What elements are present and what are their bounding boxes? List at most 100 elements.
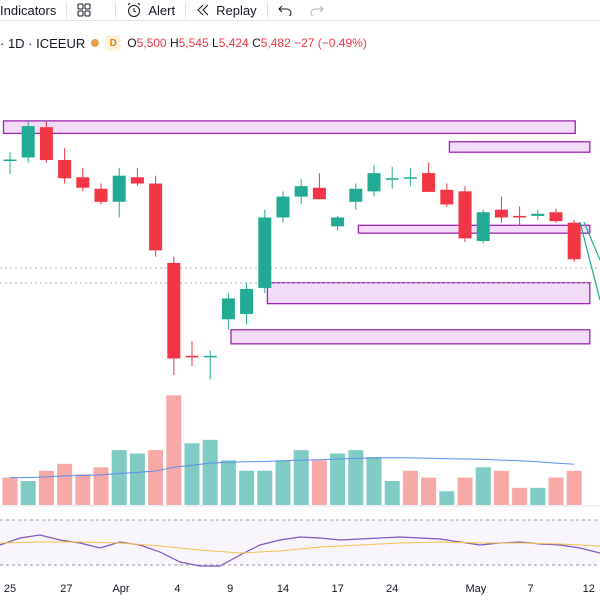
candle-body	[130, 177, 144, 184]
time-axis[interactable]: 25 27 Apr 4 9 14 17 24 May 7 12	[4, 583, 595, 595]
alert-label: Alert	[148, 2, 176, 18]
open-label: O	[127, 36, 137, 50]
volume-bar	[566, 470, 582, 505]
redo-icon	[310, 5, 324, 16]
candle-body	[494, 209, 508, 218]
indicators-label: Indicators	[0, 2, 57, 18]
time-axis-label: Apr	[112, 583, 129, 595]
candle-body	[549, 212, 563, 222]
time-axis-label: 14	[277, 583, 289, 595]
candle-body	[422, 173, 436, 192]
volume-bar	[93, 467, 109, 505]
open-value: 5,500	[136, 36, 167, 50]
volume-bar	[257, 470, 273, 505]
candle-body	[3, 159, 17, 162]
time-axis-label: 9	[227, 583, 233, 595]
volume-bar	[184, 443, 200, 505]
volume-bar	[202, 439, 218, 505]
candle-body	[440, 189, 454, 205]
oscillator-pane	[0, 519, 600, 567]
volume-bar	[493, 470, 509, 505]
change-value: −27 (−0.49%)	[294, 36, 367, 50]
candle-body	[21, 126, 35, 158]
undo-button[interactable]	[277, 0, 304, 20]
volume-bar	[548, 477, 564, 505]
trendlines	[579, 221, 600, 301]
volume-bar	[384, 481, 400, 505]
candle-body	[58, 160, 72, 179]
time-axis-label: 17	[331, 583, 343, 595]
candle-body	[476, 212, 490, 241]
undo-icon	[277, 5, 292, 16]
candle-body	[258, 217, 272, 288]
time-axis-label: May	[466, 583, 487, 595]
supply-demand-zone	[230, 329, 591, 345]
candle-body	[458, 191, 472, 239]
candle-body	[94, 188, 108, 202]
candle-body	[39, 127, 53, 161]
candle-body	[294, 186, 308, 197]
time-axis-label: 25	[4, 583, 16, 595]
replay-label: Replay	[216, 2, 257, 18]
supply-demand-zone	[448, 141, 591, 153]
volume-bar	[457, 477, 473, 505]
candle-body	[331, 217, 345, 227]
grid-layout-icon	[77, 3, 91, 17]
candle-body	[531, 213, 545, 216]
symbol-name[interactable]: · 1D · ICEEUR	[0, 35, 86, 51]
alert-button[interactable]: Alert	[126, 0, 175, 20]
candle-body	[240, 289, 254, 315]
high-value: 5,545	[178, 36, 209, 50]
volume-moving-average-line	[10, 457, 575, 479]
alarm-clock-icon	[128, 2, 141, 17]
market-status-dot	[91, 39, 100, 47]
volume-bar	[366, 457, 382, 505]
candle-body	[203, 355, 217, 358]
volume-bar	[148, 450, 164, 505]
candle-body	[403, 177, 417, 179]
delayed-badge[interactable]: D	[105, 35, 122, 51]
volume-bar	[20, 481, 36, 505]
close-label: C	[252, 36, 261, 50]
symbol-legend: · 1D · ICEEUR D O5,500 H5,545 L5,424 C5,…	[0, 33, 367, 53]
candle-body	[149, 183, 163, 251]
supply-demand-zone	[266, 282, 591, 305]
volume-bar	[330, 453, 346, 505]
ohlc-values: O5,500 H5,545 L5,424 C5,482 −27 (−0.49%)	[127, 36, 367, 50]
toolbar-divider	[266, 2, 268, 18]
volume-bar	[166, 395, 182, 505]
volume-bar	[311, 460, 327, 505]
volume-bar	[439, 491, 455, 505]
volume-bar	[239, 470, 255, 505]
rewind-icon	[197, 4, 209, 16]
volume-bar	[57, 463, 73, 505]
redo-button[interactable]	[310, 0, 336, 20]
candle-body	[221, 298, 235, 320]
time-axis-label: 12	[583, 583, 595, 595]
trendline	[579, 221, 600, 301]
low-label: L	[212, 36, 219, 50]
candle-body	[276, 196, 290, 218]
volume-bar	[220, 460, 236, 505]
candle-body	[567, 222, 581, 260]
supply-demand-zones	[2, 120, 591, 345]
trendline	[583, 221, 600, 261]
time-axis-label: 27	[60, 583, 72, 595]
toolbar-divider	[185, 2, 187, 18]
time-axis-label: 7	[527, 583, 533, 595]
replay-button[interactable]: Replay	[196, 0, 257, 20]
candle-body	[112, 175, 126, 202]
time-axis-label: 24	[386, 583, 398, 595]
low-value: 5,424	[218, 36, 249, 50]
volume-bar	[475, 467, 491, 505]
time-axis-label: 4	[174, 583, 180, 595]
toolbar-divider	[115, 2, 117, 18]
indicators-button[interactable]: Indicators	[0, 0, 56, 20]
toolbar-divider	[66, 2, 68, 18]
layouts-button[interactable]	[77, 0, 105, 20]
high-label: H	[169, 36, 179, 50]
volume-bar	[129, 453, 145, 505]
candlestick-series	[3, 120, 581, 380]
chart-toolbar: Indicators Alert Replay	[0, 0, 600, 21]
